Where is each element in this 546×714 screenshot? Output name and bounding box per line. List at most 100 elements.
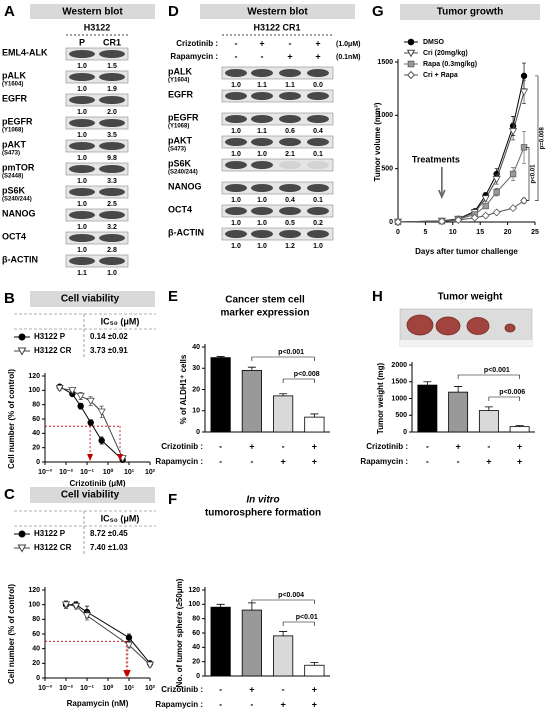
bracket: [535, 75, 539, 201]
y-tick-label: 60: [32, 631, 40, 638]
y-tick-label: 20: [32, 660, 40, 667]
protein-name: pALK: [168, 66, 192, 76]
treatment-sign: -: [235, 51, 238, 61]
legend-label: H3122 P: [34, 529, 66, 538]
blot-band: [69, 119, 95, 127]
blot-band: [225, 115, 247, 123]
protein-name: pALK: [2, 70, 26, 80]
tumor-photo: [504, 323, 516, 333]
error-bar: [484, 406, 493, 411]
band-quantification: 1.0: [257, 220, 267, 227]
chart-title: In vitro: [246, 495, 279, 506]
blot-band: [69, 73, 95, 81]
treatment-dose: (1.0μM): [336, 41, 361, 48]
data-point: [509, 128, 518, 136]
y-tick-label: 1500: [391, 379, 407, 386]
y-tick-label: 80: [32, 402, 40, 409]
blot-band: [279, 92, 301, 100]
panel-letter: G: [372, 3, 384, 20]
blot-strip: [221, 112, 334, 126]
series-line: [66, 604, 151, 664]
p-value: p<0.01: [296, 614, 318, 621]
band-quantification: 1.1: [77, 270, 87, 277]
panel-letter: A: [4, 3, 15, 20]
blot-band: [69, 50, 95, 58]
y-tick-label: 1000: [377, 112, 393, 119]
band-quantification: 1.0: [77, 247, 87, 254]
legend-label: Cri (20mg/kg): [423, 50, 468, 57]
blot-band: [251, 115, 273, 123]
y-tick-label: 40: [32, 646, 40, 653]
condition-sign: -: [282, 684, 285, 694]
treatment-dose: (0.1nM): [336, 54, 361, 61]
legend-symbol: [407, 60, 415, 68]
tumor-photo: [435, 316, 461, 336]
x-tick-label: 10⁻¹: [80, 469, 94, 476]
phospho-site: (S240/244): [168, 170, 198, 176]
data-point: [125, 634, 133, 641]
x-tick-label: 5: [423, 229, 427, 236]
protein-name: pAKT: [2, 139, 26, 149]
y-axis-label: Tumor volume (mm³): [373, 102, 382, 181]
x-tick-label: 10⁻³: [38, 685, 52, 692]
data-point: [124, 641, 134, 650]
legend-symbol: [18, 333, 26, 341]
data-point: [55, 384, 64, 393]
data-point: [68, 387, 77, 395]
chart-title: tumorosphere formation: [205, 508, 321, 519]
band-quantification: 1.0: [231, 151, 241, 158]
band-quantification: 0.5: [285, 220, 295, 227]
y-tick-label: 120: [28, 587, 40, 594]
x-tick-label: 10¹: [124, 685, 135, 692]
band-quantification: 1.1: [257, 82, 267, 89]
blot-band: [279, 230, 301, 238]
p-value: p<0.006: [499, 389, 525, 396]
legend-symbol: [406, 70, 416, 80]
error-bar: [247, 366, 256, 371]
x-tick-label: 10⁻³: [38, 469, 52, 476]
band-quantification: 0.6: [285, 128, 295, 135]
condition-sign: -: [426, 441, 429, 451]
band-quantification: 1.0: [107, 270, 117, 277]
bar: [417, 384, 438, 433]
blot-band: [279, 138, 301, 146]
y-tick-label: 40: [32, 430, 40, 437]
phospho-site: (S473): [168, 147, 186, 153]
photo-ruler: [400, 340, 532, 346]
panel-letter: D: [168, 3, 179, 20]
condition-sign: -: [219, 441, 222, 451]
protein-name: pAKT: [168, 135, 192, 145]
data-point: [520, 72, 528, 80]
y-tick-label: 40: [192, 344, 200, 351]
x-tick-label: 20: [504, 229, 512, 236]
condition-sign: -: [250, 699, 253, 709]
condition-sign: -: [282, 441, 285, 451]
data-point: [493, 188, 500, 196]
condition-name: Rapamycin :: [155, 700, 203, 709]
chart-title: Cell viability: [61, 294, 120, 305]
protein-name: EGFR: [2, 93, 28, 103]
data-point: [97, 408, 106, 417]
legend-label: DMSO: [423, 39, 445, 46]
bar: [448, 391, 469, 433]
treatment-sign: -: [261, 51, 264, 61]
p-value: p<0.001: [484, 367, 510, 374]
ic50-value: 3.73 ±0.91: [90, 346, 128, 355]
blot-band: [225, 184, 247, 192]
data-point: [437, 217, 446, 226]
blot-band: [307, 92, 329, 100]
data-point: [481, 211, 490, 220]
band-quantification: 0.1: [313, 151, 323, 158]
blot-band: [225, 138, 247, 146]
lane-label: P: [79, 37, 85, 47]
band-quantification: 1.0: [77, 224, 87, 231]
error-bar: [454, 386, 463, 393]
condition-sign: +: [312, 441, 317, 451]
band-quantification: 0.1: [313, 197, 323, 204]
y-tick-label: 0: [196, 673, 200, 680]
bracket: [251, 356, 315, 361]
error-bar: [423, 381, 432, 386]
bracket: [457, 374, 520, 379]
table-header: IC₅₀ (μM): [101, 513, 140, 523]
